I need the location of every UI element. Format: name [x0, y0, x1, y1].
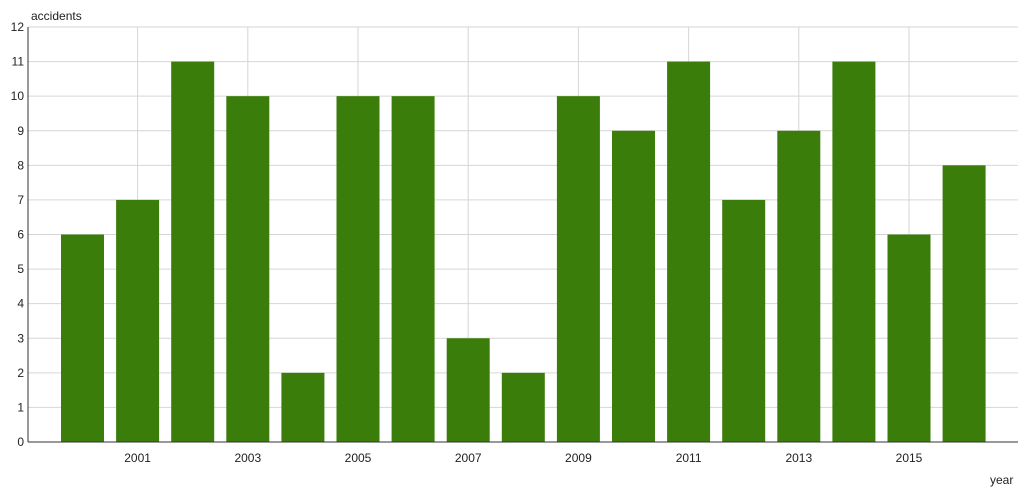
- bar-2006: [391, 96, 435, 443]
- bar-2001: [116, 199, 160, 442]
- x-tick-label: 2003: [234, 451, 261, 465]
- bar-2014: [832, 61, 876, 442]
- bar-2005: [336, 96, 380, 443]
- y-tick-label: 3: [17, 331, 24, 345]
- x-tick-label: 2015: [896, 451, 923, 465]
- bar-2007: [446, 338, 490, 442]
- bar-2002: [171, 61, 215, 442]
- x-tick-labels: 2001 2003 2005 2007 2009 2011 2013 2015: [124, 451, 922, 465]
- x-tick-label: 2011: [676, 451, 702, 465]
- y-tick-label: 1: [17, 400, 24, 414]
- y-tick-label: 10: [11, 89, 25, 103]
- y-tick-label: 12: [11, 20, 25, 34]
- y-tick-label: 7: [17, 193, 24, 207]
- x-tick-label: 2007: [455, 451, 482, 465]
- bar-2016: [942, 165, 986, 443]
- y-axis-label: accidents: [31, 9, 82, 23]
- bar-2008: [501, 372, 545, 442]
- bar-2000: [61, 234, 104, 442]
- x-tick-label: 2013: [785, 451, 812, 465]
- bar-2009: [556, 96, 600, 443]
- y-tick-label: 9: [17, 124, 24, 138]
- y-tick-label: 11: [12, 55, 25, 69]
- x-tick-label: 2009: [565, 451, 592, 465]
- y-tick-label: 8: [17, 158, 24, 172]
- bar-2012: [722, 199, 766, 442]
- bar-2004: [281, 372, 325, 442]
- y-tick-label: 6: [17, 228, 24, 242]
- bar-2011: [667, 61, 711, 442]
- bar-2013: [777, 130, 821, 442]
- y-tick-label: 5: [17, 262, 24, 276]
- axes: [27, 27, 1018, 443]
- y-tick-label: 2: [17, 366, 24, 380]
- x-tick-label: 2005: [345, 451, 372, 465]
- x-tick-label: 2001: [124, 451, 151, 465]
- y-tick-label: 4: [17, 297, 24, 311]
- bar-2015: [887, 234, 931, 442]
- bars: [61, 61, 986, 443]
- y-tick-label: 0: [17, 435, 24, 449]
- bar-2003: [226, 96, 270, 443]
- x-axis-label: year: [990, 473, 1013, 487]
- bar-2010: [612, 130, 655, 442]
